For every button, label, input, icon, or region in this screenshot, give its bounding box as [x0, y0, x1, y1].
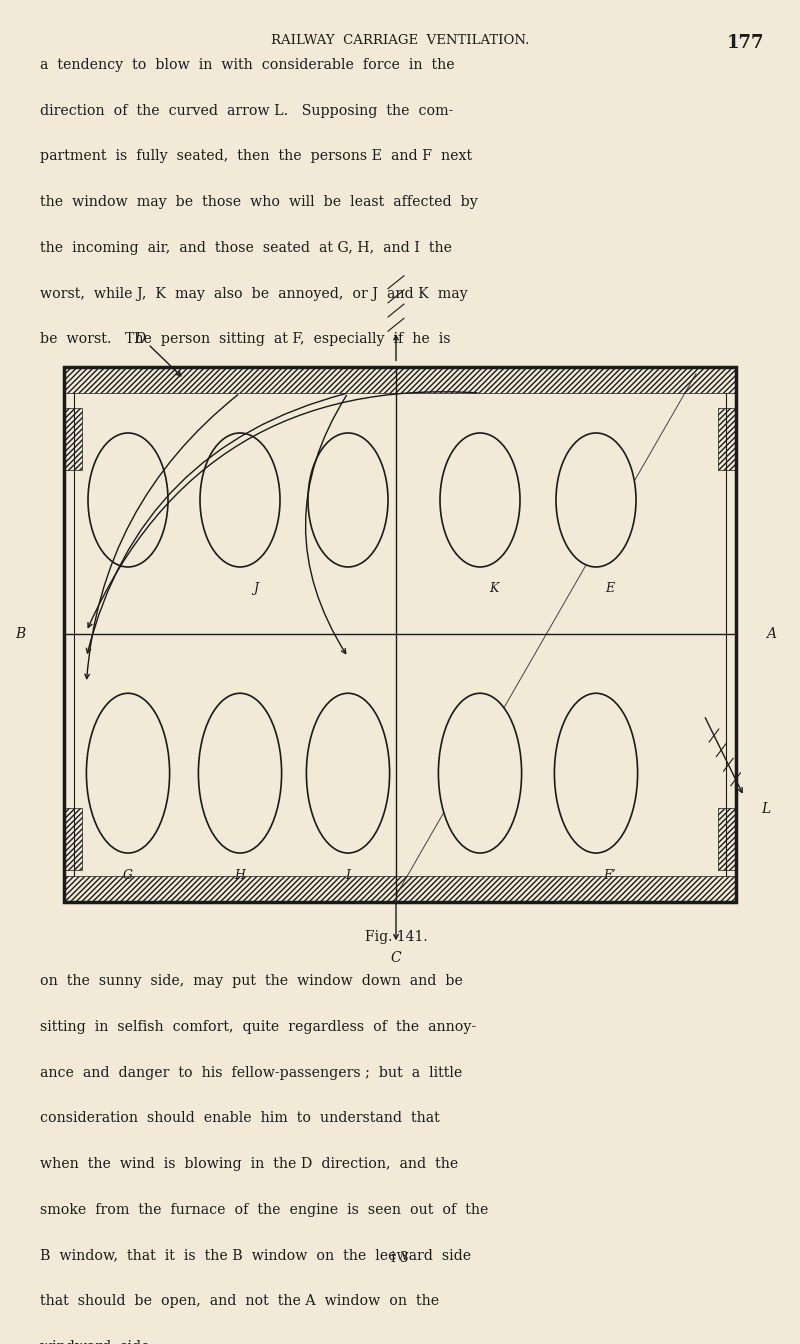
Text: K: K — [489, 582, 498, 595]
Ellipse shape — [86, 694, 170, 853]
Text: smoke  from  the  furnace  of  the  engine  is  seen  out  of  the: smoke from the furnace of the engine is … — [40, 1203, 488, 1216]
Text: that  should  be  open,  and  not  the A  window  on  the: that should be open, and not the A windo… — [40, 1294, 439, 1309]
Ellipse shape — [306, 694, 390, 853]
Text: consideration  should  enable  him  to  understand  that: consideration should enable him to under… — [40, 1111, 440, 1125]
Bar — [64, 409, 82, 470]
Ellipse shape — [198, 694, 282, 853]
Text: Fig. 141.: Fig. 141. — [365, 930, 427, 945]
Text: D: D — [134, 332, 146, 345]
Bar — [64, 367, 736, 392]
Text: 177: 177 — [726, 34, 764, 51]
Text: A: A — [766, 628, 776, 641]
Text: H: H — [234, 868, 246, 882]
Bar — [64, 808, 82, 870]
Text: J: J — [254, 582, 258, 595]
Ellipse shape — [554, 694, 638, 853]
Text: a  tendency  to  blow  in  with  considerable  force  in  the: a tendency to blow in with considerable … — [40, 58, 454, 73]
Ellipse shape — [200, 433, 280, 567]
Ellipse shape — [440, 433, 520, 567]
Text: ance  and  danger  to  his  fellow-passengers ;  but  a  little: ance and danger to his fellow-passengers… — [40, 1066, 462, 1079]
Text: the  window  may  be  those  who  will  be  least  affected  by: the window may be those who will be leas… — [40, 195, 478, 210]
Ellipse shape — [88, 433, 168, 567]
Text: windward  side.: windward side. — [40, 1340, 154, 1344]
Ellipse shape — [556, 433, 636, 567]
Text: when  the  wind  is  blowing  in  the D  direction,  and  the: when the wind is blowing in the D direct… — [40, 1157, 458, 1171]
Text: direction  of  the  curved  arrow L.   Supposing  the  com-: direction of the curved arrow L. Supposi… — [40, 103, 454, 118]
Bar — [718, 409, 736, 470]
Bar — [64, 876, 736, 902]
Text: RAILWAY  CARRIAGE  VENTILATION.: RAILWAY CARRIAGE VENTILATION. — [271, 34, 529, 47]
Text: worst,  while J,  K  may  also  be  annoyed,  or J  and K  may: worst, while J, K may also be annoyed, o… — [40, 286, 468, 301]
Text: I: I — [346, 868, 350, 882]
Text: i 3: i 3 — [391, 1251, 409, 1266]
Text: sitting  in  selfish  comfort,  quite  regardless  of  the  annoy-: sitting in selfish comfort, quite regard… — [40, 1020, 476, 1034]
Text: G: G — [123, 868, 133, 882]
Bar — [64, 367, 736, 902]
Text: B: B — [15, 628, 26, 641]
Text: L: L — [762, 802, 771, 816]
Text: E: E — [605, 582, 614, 595]
Ellipse shape — [308, 433, 388, 567]
Text: the  incoming  air,  and  those  seated  at G, H,  and I  the: the incoming air, and those seated at G,… — [40, 241, 452, 255]
Text: be  worst.   The  person  sitting  at F,  especially  if  he  is: be worst. The person sitting at F, espec… — [40, 332, 450, 347]
Bar — [718, 808, 736, 870]
Ellipse shape — [438, 694, 522, 853]
Text: partment  is  fully  seated,  then  the  persons E  and F  next: partment is fully seated, then the perso… — [40, 149, 472, 164]
Text: C: C — [390, 952, 402, 965]
Text: B  window,  that  it  is  the B  window  on  the  leeward  side: B window, that it is the B window on the… — [40, 1249, 471, 1262]
Text: on  the  sunny  side,  may  put  the  window  down  and  be: on the sunny side, may put the window do… — [40, 974, 463, 988]
Text: F’: F’ — [603, 868, 616, 882]
